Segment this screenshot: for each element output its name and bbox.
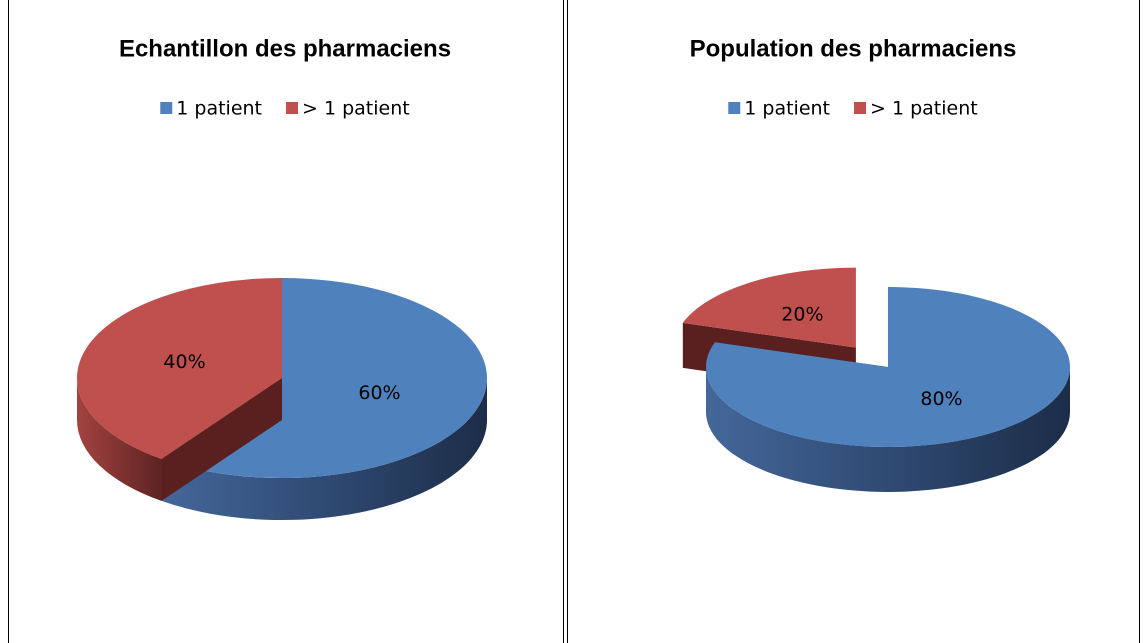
slice-cut-wall xyxy=(161,378,282,501)
slice-side xyxy=(706,367,1070,492)
slice-side xyxy=(77,378,162,501)
legend-swatch xyxy=(160,102,173,114)
data-label: 20% xyxy=(781,304,823,326)
slice-side xyxy=(161,378,487,520)
legend-label: > 1 patient xyxy=(870,98,978,120)
legend-swatch xyxy=(286,102,299,114)
legend-label: > 1 patient xyxy=(302,98,410,120)
legend: 1 patient > 1 patient xyxy=(728,98,978,120)
data-label: 40% xyxy=(163,351,205,373)
legend-swatch xyxy=(728,102,741,114)
legend: 1 patient > 1 patient xyxy=(160,98,410,120)
data-label: 60% xyxy=(358,382,400,404)
pie-slice xyxy=(77,278,282,501)
slice-top xyxy=(77,278,282,459)
chart-title: Population des pharmaciens xyxy=(690,35,1017,62)
slice-top xyxy=(705,287,1071,448)
pie-slice xyxy=(705,287,1071,492)
legend-label: 1 patient xyxy=(176,98,262,120)
slice-top xyxy=(682,267,856,348)
data-label: 80% xyxy=(920,388,962,410)
table-borders xyxy=(8,0,1140,643)
chart-title: Echantillon des pharmaciens xyxy=(119,35,451,62)
legend-label: 1 patient xyxy=(744,98,830,120)
legend-swatch xyxy=(854,102,867,114)
